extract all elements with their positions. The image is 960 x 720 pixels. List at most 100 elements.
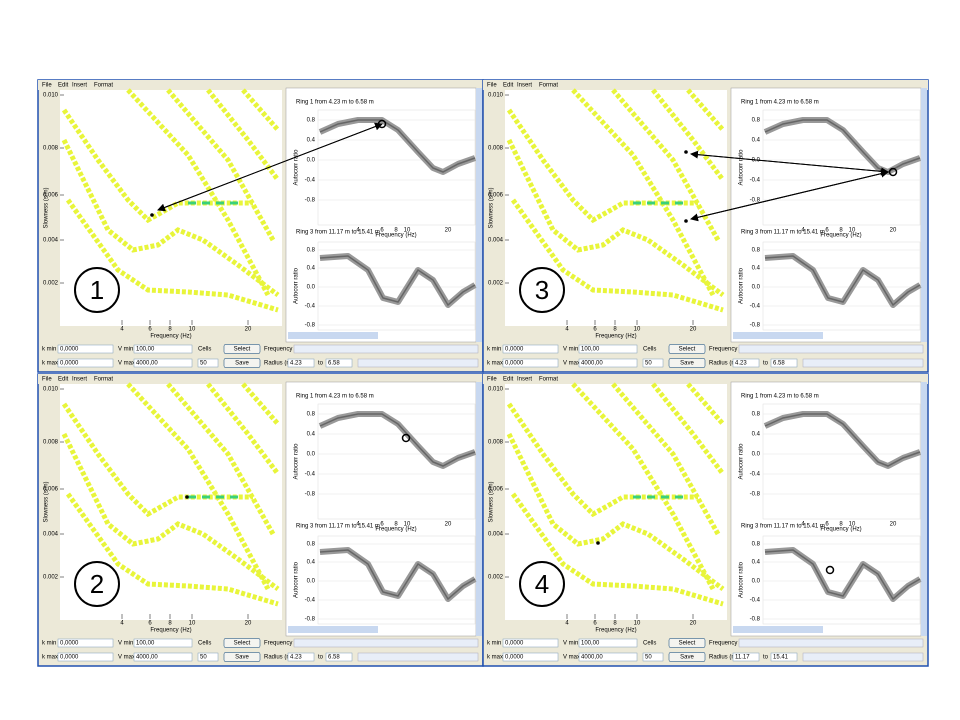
autocorr-mean [764,549,921,601]
v-max-input[interactable] [133,358,193,368]
label: Cells [198,347,211,353]
v-max-input[interactable] [578,652,638,662]
menu-item[interactable]: File [487,377,497,383]
radius-slider[interactable] [802,358,924,368]
h-scrollbar[interactable] [733,626,823,633]
dispersion-branch [126,382,271,591]
k-min-input[interactable] [502,638,559,648]
menu-item[interactable]: Edit [58,83,69,89]
step-badge [519,561,565,607]
menu-item[interactable]: Insert [517,83,532,89]
radius-slider[interactable] [802,652,924,662]
y-axis-label: Autocorr ratio [294,149,300,186]
menu-item[interactable]: Edit [503,83,514,89]
menu-item[interactable]: Insert [72,83,87,89]
dispersion-branch [65,198,279,313]
v-max-input[interactable] [133,652,193,662]
menu-item[interactable]: File [42,377,52,383]
menu-item[interactable]: Format [539,377,558,383]
cells-input[interactable] [197,652,219,662]
v-min-input[interactable] [133,344,193,354]
save-button[interactable] [223,652,261,662]
save-button[interactable] [668,358,706,368]
menu-item[interactable]: Edit [503,377,514,383]
scrollbar[interactable] [476,88,482,342]
v-min-input[interactable] [133,638,193,648]
y-tick-label: 0.006 [488,193,504,199]
select-button[interactable] [668,344,706,354]
v-min-input-text: 100,00 [136,347,155,353]
cells-input[interactable] [642,358,664,368]
k-min-input[interactable] [502,344,559,354]
y-tick-label: -0.4 [750,304,761,310]
h-scrollbar[interactable] [288,332,378,339]
menu-item[interactable]: Edit [58,377,69,383]
y-tick-label: 0.008 [488,146,504,152]
label: Radius (m) [264,361,293,367]
save-button[interactable] [223,358,261,368]
radius-from-input-text: 4.23 [290,361,302,367]
radius-to-input[interactable] [770,652,798,662]
k-min-input[interactable] [57,638,114,648]
k-max-input[interactable] [57,358,114,368]
label: to [763,655,769,661]
x-tick-label: 20 [245,621,252,627]
x-tick-label: 4 [565,621,569,627]
menu-item[interactable]: Format [94,83,113,89]
cells-input[interactable] [642,652,664,662]
menu-item[interactable]: Format [539,83,558,89]
x-tick-label: 20 [890,522,897,528]
menu-item[interactable]: File [487,83,497,89]
scrollbar[interactable] [476,382,482,636]
k-max-input[interactable] [502,652,559,662]
radius-from-input[interactable] [287,652,315,662]
save-button[interactable] [668,652,706,662]
step-badge [74,561,120,607]
v-min-input[interactable] [578,638,638,648]
k-min-input[interactable] [57,344,114,354]
scrollbar[interactable] [921,88,927,342]
x-tick-label: 6 [148,327,152,333]
radius-slider[interactable] [357,358,479,368]
radius-to-input[interactable] [325,652,353,662]
radius-from-input[interactable] [287,358,315,368]
cells-input[interactable] [197,358,219,368]
cells-input-text: 50 [645,361,652,367]
radius-from-input-text: 11.17 [735,655,750,661]
menu-item[interactable]: Format [94,377,113,383]
frequency-slider[interactable] [738,344,924,354]
radius-to-input[interactable] [325,358,353,368]
frequency-slider[interactable] [293,344,479,354]
k-max-input[interactable] [502,358,559,368]
y-tick-label: 0.010 [43,387,59,393]
y-tick-label: 0.4 [307,560,316,566]
x-axis-label: Frequency (Hz) [375,233,416,239]
radius-from-input[interactable] [732,652,760,662]
k-min-input-text: 0,0000 [505,347,524,353]
h-scrollbar[interactable] [288,626,378,633]
frequency-slider[interactable] [293,638,479,648]
radius-slider[interactable] [357,652,479,662]
v-min-input[interactable] [578,344,638,354]
menu-item[interactable]: Insert [72,377,87,383]
dispersion-branch [611,88,721,242]
radius-from-input[interactable] [732,358,760,368]
select-button[interactable] [223,344,261,354]
label: V min [118,347,133,353]
radius-to-input[interactable] [770,358,798,368]
select-button[interactable] [223,638,261,648]
dispersion-branch [506,402,698,518]
dispersion-branch [166,382,276,536]
k-max-input[interactable] [57,652,114,662]
frequency-slider[interactable] [738,638,924,648]
scrollbar[interactable] [921,382,927,636]
h-scrollbar[interactable] [733,332,823,339]
x-tick-label: 8 [168,327,172,333]
v-max-input[interactable] [578,358,638,368]
menu-item[interactable]: Insert [517,377,532,383]
dispersion-branch [166,88,276,242]
menu-item[interactable]: File [42,83,52,89]
dispersion-branch [126,88,271,297]
select-button[interactable] [668,638,706,648]
